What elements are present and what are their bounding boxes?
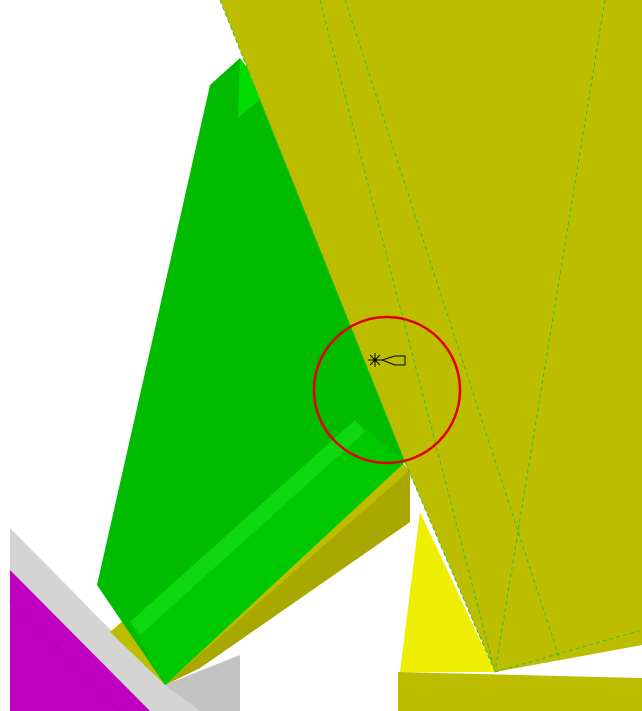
green-block [130, 420, 405, 685]
edge-line [404, 461, 496, 673]
magenta-beam [10, 570, 150, 711]
surface-edges [219, 0, 642, 673]
edge-line [494, 0, 606, 673]
olive-bottom [398, 672, 642, 711]
cursor [368, 353, 406, 367]
yellow-triangle [400, 512, 495, 672]
green-panel-top [238, 58, 265, 118]
edge-line [344, 0, 561, 661]
edge-line [219, 0, 406, 463]
edge-line [319, 0, 496, 673]
gray-beam-side [165, 655, 240, 711]
cursor-stroke [369, 354, 381, 366]
selection-circle [312, 315, 462, 465]
magenta-edge [9, 599, 121, 711]
green-block-edge [130, 420, 365, 635]
olive-surface [220, 0, 642, 672]
edge-line [494, 629, 642, 673]
cursor-stroke [381, 355, 406, 366]
olive-bar-side [165, 470, 410, 685]
